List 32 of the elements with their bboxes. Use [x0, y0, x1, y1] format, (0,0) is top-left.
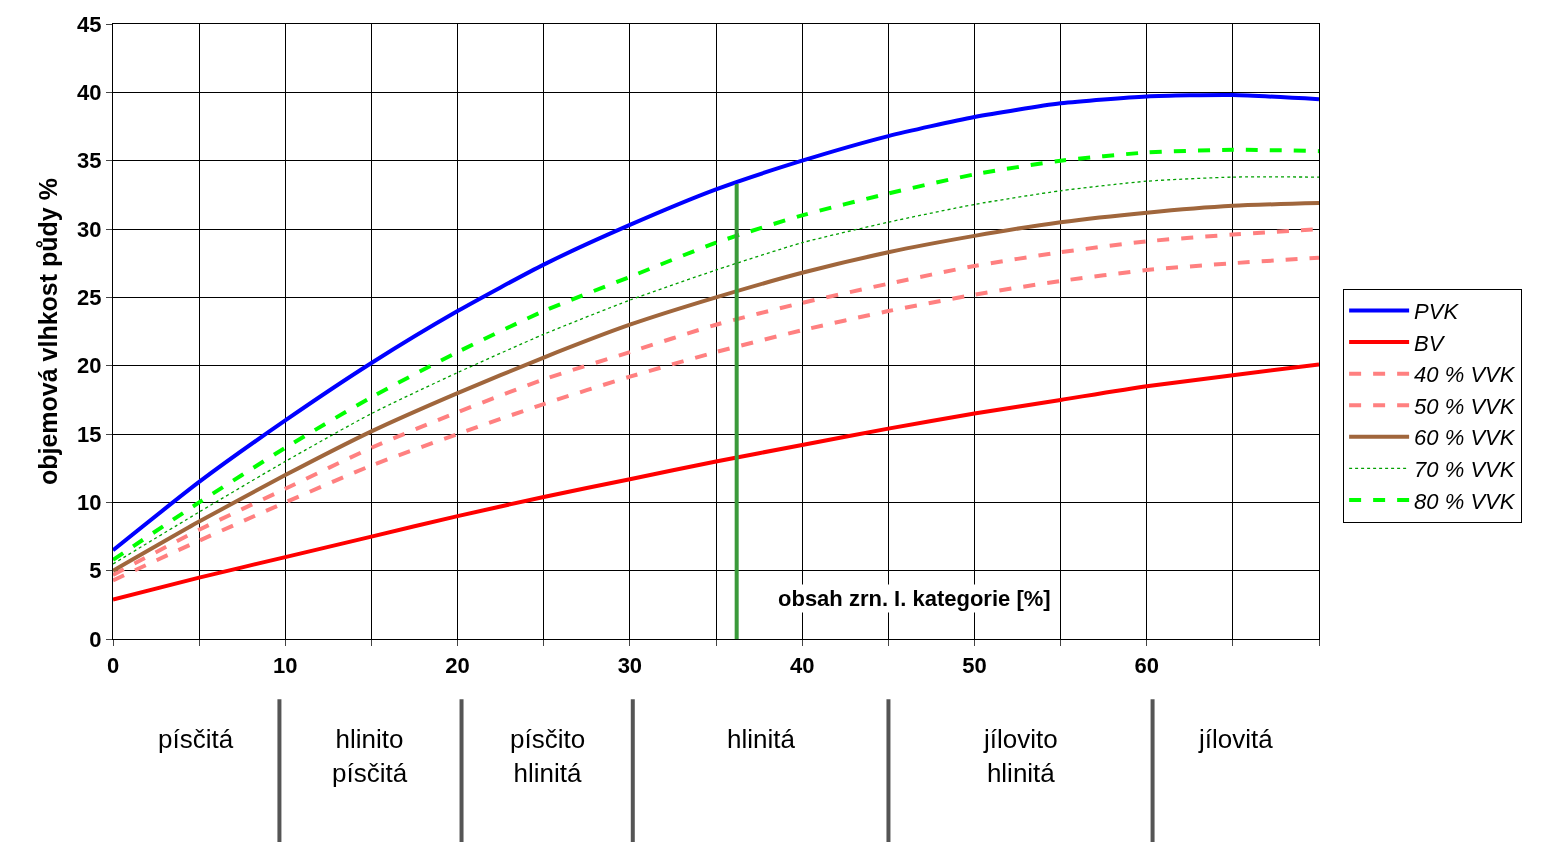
- legend-label: 40 % VVK: [1414, 362, 1516, 388]
- x-tick-label: 30: [617, 652, 643, 678]
- text: písčito hlinitá: [510, 724, 586, 788]
- y-tick-label: 35: [77, 148, 102, 174]
- text: písčitá: [158, 724, 234, 754]
- y-tick-label: 20: [77, 353, 102, 379]
- text: hlinito písčitá: [332, 724, 408, 788]
- legend-label: 70 % VVK: [1414, 457, 1516, 483]
- y-tick-label: 45: [77, 11, 102, 37]
- text: jílovito hlinitá: [983, 724, 1058, 788]
- x-axis-title: obsah zrn. I. kategorie [%]: [778, 586, 1051, 611]
- x-tick-label: 10: [273, 652, 298, 678]
- legend-label: 80 % VVK: [1414, 488, 1516, 514]
- y-tick-label: 0: [89, 626, 102, 652]
- y-tick-label: 25: [77, 285, 102, 311]
- y-tick-label: 15: [77, 421, 102, 447]
- x-tick-label: 0: [106, 652, 120, 678]
- legend-label: BV: [1414, 330, 1446, 356]
- legend-label: 60 % VVK: [1414, 425, 1516, 451]
- y-tick-label: 5: [89, 558, 102, 584]
- legend-label: 50 % VVK: [1414, 393, 1516, 419]
- text: jílovitá: [1198, 724, 1274, 754]
- x-tick-label: 50: [962, 652, 987, 678]
- legend-label: PVK: [1414, 299, 1460, 325]
- text: hlinitá: [727, 724, 796, 754]
- y-tick-label: 10: [77, 490, 102, 516]
- x-tick-label: 60: [1134, 652, 1159, 678]
- y-axis-title: objemová vlhkost půdy %: [33, 178, 62, 486]
- x-tick-label: 20: [445, 652, 470, 678]
- x-tick-label: 40: [789, 652, 815, 678]
- y-tick-label: 30: [77, 216, 102, 242]
- y-tick-label: 40: [77, 80, 102, 106]
